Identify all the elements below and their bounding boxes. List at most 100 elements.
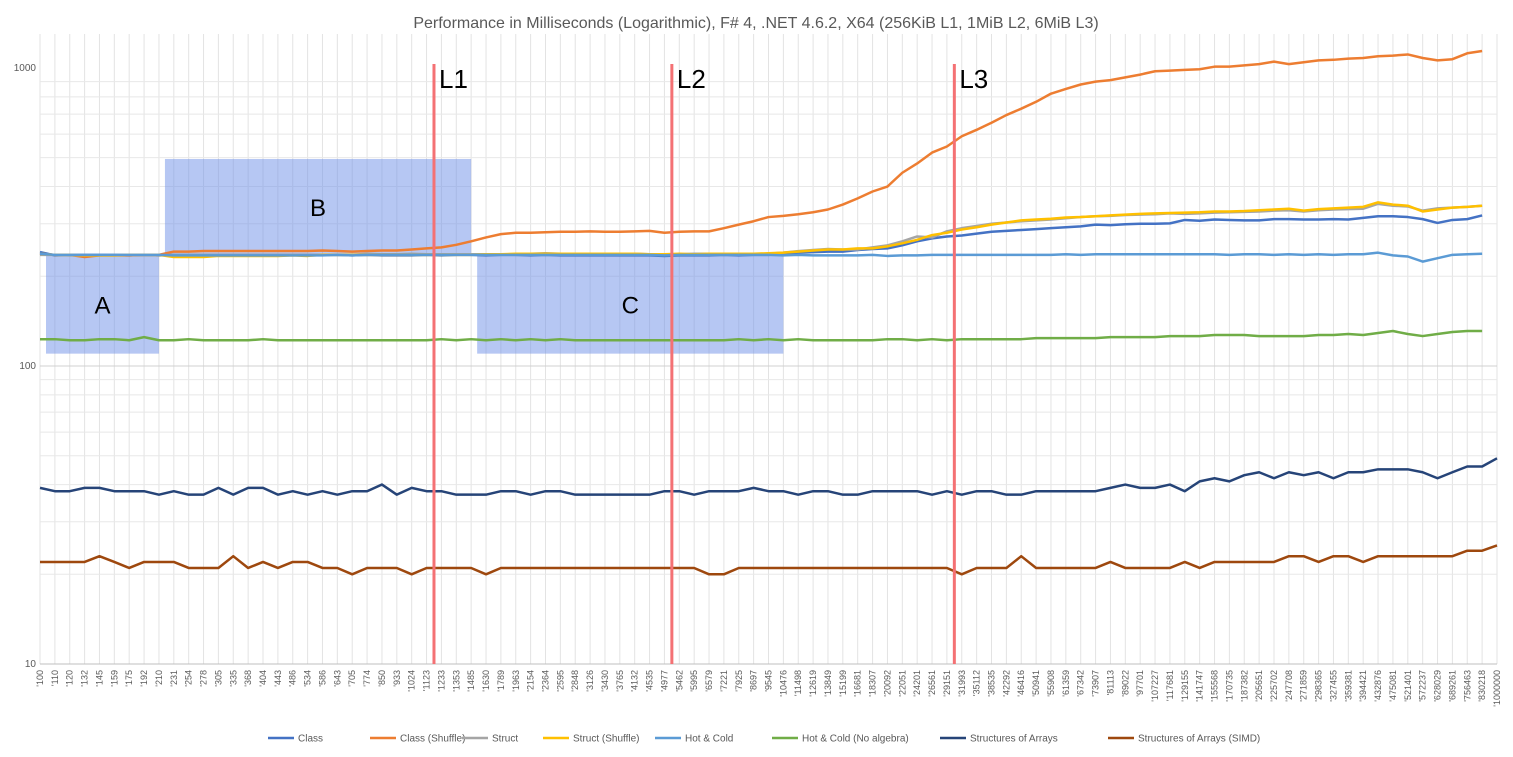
chart-title: Performance in Milliseconds (Logarithmic… [413,15,1098,32]
x-tick-label: '192 [139,670,149,687]
series-line-8 [40,544,1498,576]
legend-label: Class [298,734,323,745]
x-tick-label: '327455 [1328,670,1338,702]
x-tick-label: '210 [154,670,164,687]
x-axis: '100 '110 '120 '132 '145 '159 '175 '192 '210 '231… [35,670,1502,707]
region-c-label: C [622,293,639,320]
x-tick-label: '100 [35,670,45,687]
x-tick-label: '12619 [808,670,818,697]
x-tick-label: '586 [317,670,327,687]
x-tick-label: '117681 [1165,670,1175,701]
x-tick-label: '305 [213,670,223,687]
x-tick-label: '31993 [957,670,967,697]
x-tick-label: '933 [392,670,402,687]
x-tick-label: '120 [65,670,75,687]
x-tick-label: '46416 [1016,670,1026,697]
x-tick-label: '521401 [1403,670,1413,702]
x-tick-label: '432876 [1373,670,1383,702]
x-tick-label: '205651 [1254,670,1264,702]
x-tick-label: '225702 [1269,670,1279,702]
region-b-box [164,158,472,256]
series-layer [39,49,1498,576]
x-tick-label: '7925 [734,670,744,692]
x-tick-label: '24201 [912,670,922,697]
legend-label: Structures of Arrays [970,734,1058,745]
x-tick-label: '11498 [793,670,803,696]
x-tick-label: '8697 [749,670,759,692]
x-tick-label: '110 [50,670,60,686]
x-tick-label: '1233 [436,670,446,692]
x-tick-label: '572237 [1418,670,1428,702]
marker-label-l1: L1 [439,64,468,94]
x-tick-label: '55908 [1046,670,1056,697]
x-tick-label: '35112 [972,670,982,696]
x-tick-label: '42292 [1001,670,1011,697]
series-line-7 [39,457,1498,496]
x-tick-label: '247708 [1284,670,1294,702]
cache-markers: L1 L2 L3 [432,64,988,664]
x-tick-label: '4977 [659,670,669,692]
x-tick-label: '2848 [570,670,580,692]
x-tick-label: '271859 [1299,670,1309,702]
x-tick-label: '1630 [481,670,491,692]
x-tick-label: '13849 [823,670,833,697]
legend-label: Struct [492,734,518,745]
x-tick-label: '4132 [630,670,640,692]
x-tick-label: '3126 [585,670,595,692]
x-tick-label: '278 [199,670,209,687]
x-tick-label: '830218 [1477,670,1487,702]
x-tick-label: '3765 [615,670,625,692]
marker-label-l3: L3 [959,64,988,94]
x-tick-label: '486 [288,670,298,687]
x-tick-label: '89022 [1120,670,1130,697]
x-tick-label: '359381 [1343,670,1353,702]
x-tick-label: '1353 [451,670,461,692]
x-tick-label: '4535 [645,670,655,692]
x-tick-label: '534 [303,670,313,687]
x-tick-label: '38535 [987,670,997,697]
x-tick-label: '175 [124,670,134,687]
y-tick-label: 10 [25,659,37,670]
region-c-box [477,255,784,354]
x-tick-label: '404 [258,670,268,687]
legend: Class Class (Shuffle) Struct Struct (Shuffl… [268,734,1260,745]
x-tick-label: '155568 [1210,670,1220,702]
x-tick-label: '1789 [496,670,506,692]
x-tick-label: '254 [184,670,194,687]
x-tick-label: '5995 [689,670,699,692]
y-tick-label: 1000 [14,63,37,74]
x-tick-label: '3430 [600,670,610,692]
x-tick-label: '1963 [511,670,521,692]
x-tick-label: '628029 [1433,670,1443,702]
legend-label: Hot & Cold [685,734,733,745]
x-tick-label: '16681 [853,670,863,697]
series-line-2 [39,49,1483,259]
x-tick-label: '107227 [1150,670,1160,702]
x-tick-label: '10476 [778,670,788,697]
x-tick-label: '475081 [1388,670,1398,702]
legend-label: Hot & Cold (No algebra) [802,734,909,745]
series-line-6 [40,329,1483,342]
marker-label-l2: L2 [677,64,706,94]
x-tick-label: '159 [109,670,119,687]
plot-grid [39,34,1498,665]
x-tick-label: '1123 [422,670,432,691]
x-tick-label: '170735 [1224,670,1234,702]
x-tick-label: '97701 [1135,670,1145,697]
x-tick-label: '132 [80,670,90,687]
x-tick-label: '73907 [1091,670,1101,697]
y-axis: 10 100 1000 [14,63,37,670]
legend-label: Structures of Arrays (SIMD) [1138,734,1260,745]
x-tick-label: '26561 [927,670,937,697]
x-tick-label: '129155 [1180,670,1190,702]
x-tick-label: '9545 [764,670,774,692]
x-tick-label: '2364 [540,670,550,692]
x-tick-label: '394421 [1358,670,1368,702]
x-tick-label: '61359 [1061,670,1071,697]
x-tick-label: '298365 [1314,670,1324,702]
x-tick-label: '756463 [1462,670,1472,702]
x-tick-label: '368 [243,670,253,687]
x-tick-label: '1000000 [1492,670,1502,707]
highlight-regions: A B C [46,158,784,354]
x-tick-label: '1024 [407,670,417,692]
